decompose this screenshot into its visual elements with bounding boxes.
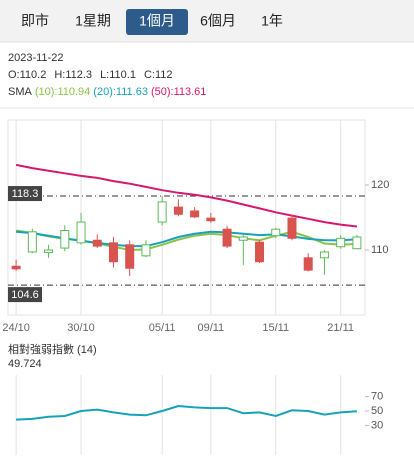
legend-name: (50):	[151, 86, 174, 98]
tab[interactable]: 即市	[21, 13, 49, 29]
ohlc-value: 110.2	[20, 69, 47, 81]
rsi-current: 49.724	[8, 358, 42, 370]
date: 2023-11-22	[8, 52, 63, 64]
candle-body	[271, 228, 281, 237]
tab-bar	[0, 0, 414, 42]
x-tick-label: 09/11	[197, 322, 224, 334]
candle-body	[141, 244, 151, 257]
tab-selected	[126, 9, 188, 35]
candle-body	[190, 210, 200, 218]
candle-body	[108, 242, 118, 263]
legend-name: (10):	[35, 86, 58, 98]
candle-body	[27, 231, 37, 253]
x-tick-label: 05/11	[149, 322, 176, 334]
rsi-line	[16, 404, 357, 421]
candle-body	[92, 239, 102, 247]
sma-legend: SMA (10):110.94 (20):111.63 (50):113.61	[8, 86, 206, 98]
candle-body	[11, 265, 21, 270]
x-tick-label: 30/10	[67, 322, 95, 334]
rsi-title: 相對強弱指數 (14)	[8, 342, 97, 356]
x-tick-label: 15/11	[262, 322, 289, 334]
ohlc-value: 110.1	[109, 69, 136, 81]
candle-body	[287, 217, 297, 239]
x-tick-label: 21/11	[327, 322, 354, 334]
tab[interactable]: 1個月	[139, 13, 175, 29]
sma-line	[16, 230, 357, 248]
level-box	[8, 287, 42, 303]
candle-body	[222, 228, 232, 247]
candle-body	[125, 244, 135, 269]
candle-body	[336, 237, 346, 248]
candle-body	[303, 257, 313, 271]
tab[interactable]: 1年	[261, 13, 283, 29]
level-label: 104.6	[11, 289, 39, 301]
level-label: 118.3	[12, 188, 39, 200]
candle-body	[352, 236, 362, 250]
candle-body	[157, 201, 167, 223]
candle-body	[60, 230, 70, 249]
y-tick-label: 30	[371, 419, 383, 431]
ohlc-label: H:	[54, 69, 65, 81]
ohlc-line: O:110.2 H:112.3 L:110.1 C:112	[8, 69, 173, 81]
plot-frame	[7, 119, 366, 316]
ohlc-value: 112.3	[65, 69, 92, 81]
candle-body	[206, 217, 216, 222]
candle-body	[238, 236, 248, 241]
candle-body	[76, 221, 86, 244]
level-box	[8, 186, 42, 202]
candle-body	[173, 206, 183, 215]
y-tick-label: 50	[371, 405, 383, 417]
y-tick-label: 120	[371, 179, 389, 191]
legend-name: (20):	[93, 86, 116, 98]
ohlc-label: L:	[100, 69, 109, 81]
legend-value: 113.61	[174, 86, 207, 98]
legend-value: 110.94	[57, 86, 90, 98]
y-tick-label: 70	[371, 391, 383, 403]
sma-line	[15, 163, 358, 228]
legend-value: 111.63	[116, 86, 148, 98]
tab[interactable]: 6個月	[200, 13, 236, 29]
x-tick-label: 24/10	[2, 322, 30, 334]
ohlc-value: 112	[155, 69, 173, 81]
tab[interactable]: 1星期	[75, 13, 111, 29]
sma-label: SMA	[8, 86, 33, 98]
y-tick-label: 110	[371, 244, 389, 256]
candle-body	[255, 241, 265, 263]
ohlc-label: C:	[144, 69, 155, 81]
candle-body	[44, 249, 54, 254]
candle-body	[319, 251, 329, 259]
ohlc-label: O:	[8, 69, 20, 81]
